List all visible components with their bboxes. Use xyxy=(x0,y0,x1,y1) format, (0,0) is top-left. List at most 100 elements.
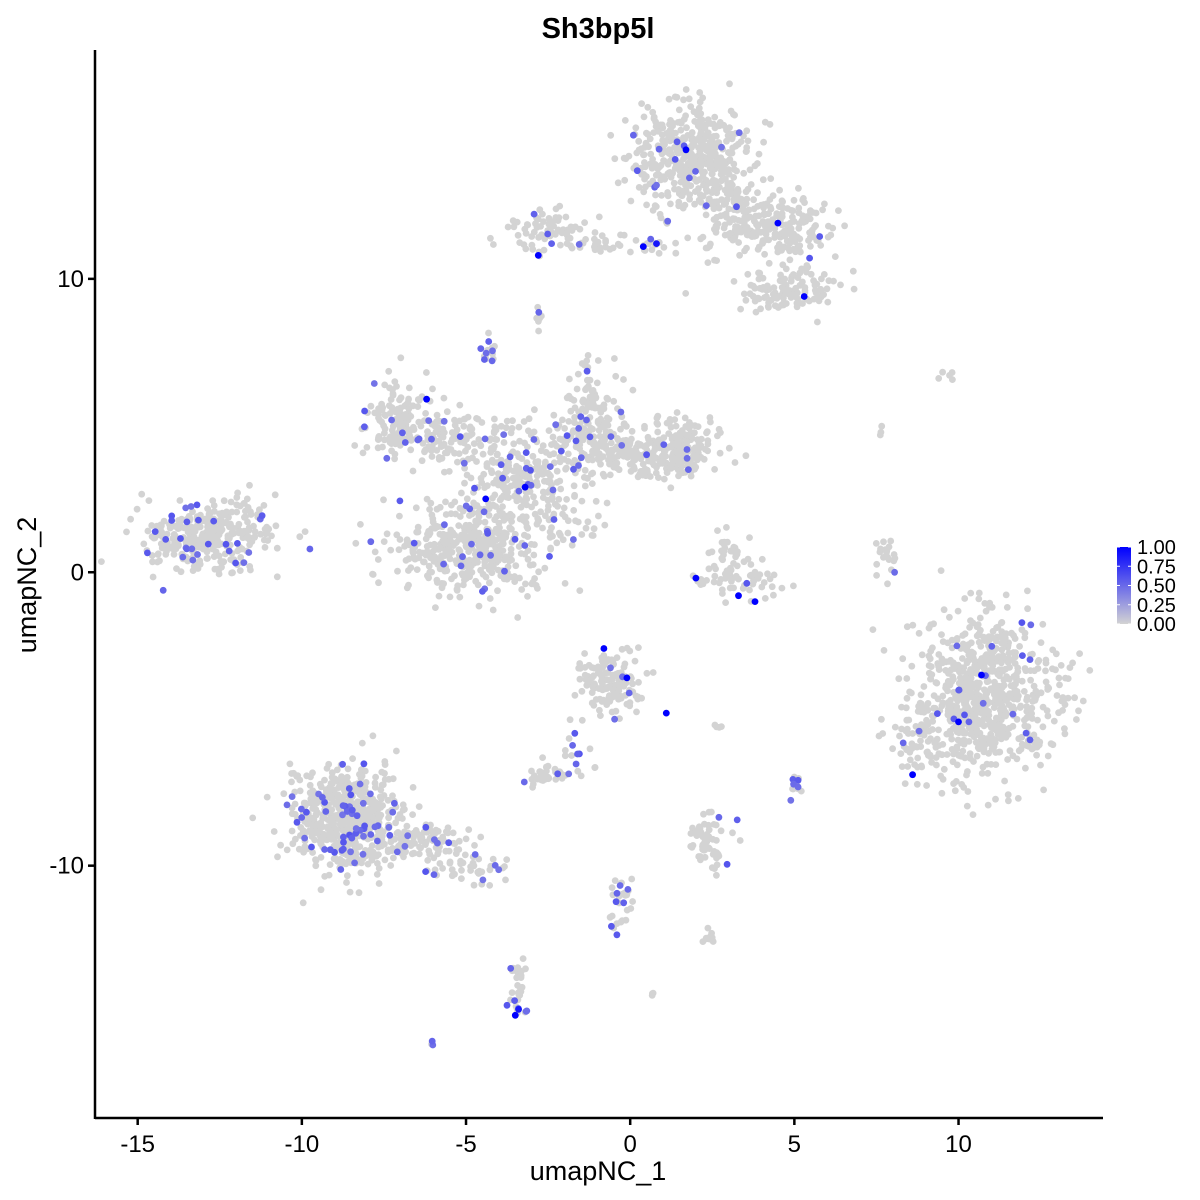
cell-point xyxy=(581,466,589,474)
cell-point xyxy=(606,471,614,479)
cell-point xyxy=(333,826,341,834)
cell-point xyxy=(700,142,708,150)
cell-point xyxy=(486,595,494,602)
cell-point xyxy=(571,419,578,426)
cell-point xyxy=(904,763,912,770)
cell-point xyxy=(458,866,465,874)
cell-point xyxy=(773,210,781,218)
cell-point xyxy=(617,425,624,433)
cell-point xyxy=(375,830,383,838)
cell-point xyxy=(595,213,603,221)
cell-point xyxy=(698,168,706,176)
cell-point xyxy=(706,195,713,203)
cell-point xyxy=(670,179,678,187)
cell-point xyxy=(461,479,468,487)
cell-point xyxy=(940,606,948,614)
cell-point xyxy=(584,474,591,482)
cell-point xyxy=(778,204,786,211)
cell-point xyxy=(643,669,651,677)
cell-point xyxy=(614,240,622,248)
cell-point-expressed xyxy=(457,562,465,570)
cell-point xyxy=(935,726,942,734)
cell-point xyxy=(626,647,634,655)
cell-point xyxy=(608,884,616,891)
cell-point xyxy=(525,415,533,423)
cell-point xyxy=(705,149,713,156)
cell-point xyxy=(689,135,697,143)
cell-point xyxy=(909,730,916,737)
cell-point-expressed xyxy=(204,540,212,548)
cell-point-expressed xyxy=(527,466,534,474)
cell-point-expressed xyxy=(385,823,393,831)
cell-point-expressed xyxy=(187,503,195,510)
cell-point xyxy=(496,524,503,532)
cell-point xyxy=(508,556,515,564)
cell-point xyxy=(799,278,806,286)
cell-point xyxy=(458,489,465,497)
cell-point xyxy=(544,496,552,504)
cell-point-expressed xyxy=(608,922,615,930)
cell-point xyxy=(435,592,443,600)
cell-point xyxy=(614,179,622,187)
cell-point xyxy=(760,285,768,293)
cell-point xyxy=(474,581,482,589)
cell-point xyxy=(444,531,451,539)
cell-point xyxy=(460,581,467,589)
cell-point xyxy=(1003,697,1010,704)
cell-point-expressed xyxy=(359,799,367,807)
cell-point xyxy=(620,231,628,239)
cell-point-expressed xyxy=(360,832,367,840)
cell-point xyxy=(755,269,762,277)
cell-point xyxy=(998,689,1006,697)
cell-point xyxy=(465,566,473,573)
cell-point xyxy=(652,171,660,179)
cell-point xyxy=(565,392,573,400)
cell-point xyxy=(410,554,418,562)
cell-point xyxy=(490,428,498,435)
cell-point xyxy=(884,553,891,561)
cell-point xyxy=(439,425,447,433)
cell-point xyxy=(588,532,596,539)
x-ticks: -15 -10 -5 0 5 10 xyxy=(120,1118,972,1158)
cell-point xyxy=(568,244,576,252)
cell-point xyxy=(560,504,568,512)
cell-point xyxy=(442,498,449,506)
cell-point xyxy=(404,425,411,433)
cell-point xyxy=(973,725,980,733)
x-tick-label: 0 xyxy=(624,1131,637,1158)
cell-point xyxy=(889,745,896,753)
cell-point xyxy=(375,579,382,587)
cell-point xyxy=(488,569,496,577)
cell-point xyxy=(310,815,318,823)
cell-point xyxy=(579,436,587,444)
cell-point xyxy=(682,86,690,93)
cell-point xyxy=(416,843,423,851)
cell-point xyxy=(664,192,672,200)
cell-point-expressed xyxy=(480,508,488,516)
cell-point xyxy=(123,528,130,536)
cell-point xyxy=(196,560,204,568)
cell-point xyxy=(650,461,658,469)
cell-point xyxy=(516,476,523,483)
cell-point xyxy=(994,623,1002,631)
cell-point-expressed xyxy=(522,1008,530,1015)
cell-point xyxy=(471,558,479,566)
cell-point xyxy=(696,116,704,124)
cell-point xyxy=(451,449,458,457)
cell-point xyxy=(667,200,674,208)
cell-point xyxy=(723,196,731,203)
cell-point xyxy=(423,495,431,503)
cell-point xyxy=(713,181,720,189)
cell-point xyxy=(982,691,990,698)
cell-point xyxy=(918,651,926,659)
cell-point-expressed xyxy=(345,785,353,792)
cell-point-expressed xyxy=(546,463,554,470)
cell-point xyxy=(176,497,184,504)
cell-point xyxy=(885,543,893,551)
cell-point xyxy=(744,270,752,278)
cell-point xyxy=(725,444,733,452)
cell-point xyxy=(138,490,146,498)
cell-point xyxy=(528,233,536,240)
cell-point xyxy=(697,453,705,461)
cell-point xyxy=(503,530,510,537)
